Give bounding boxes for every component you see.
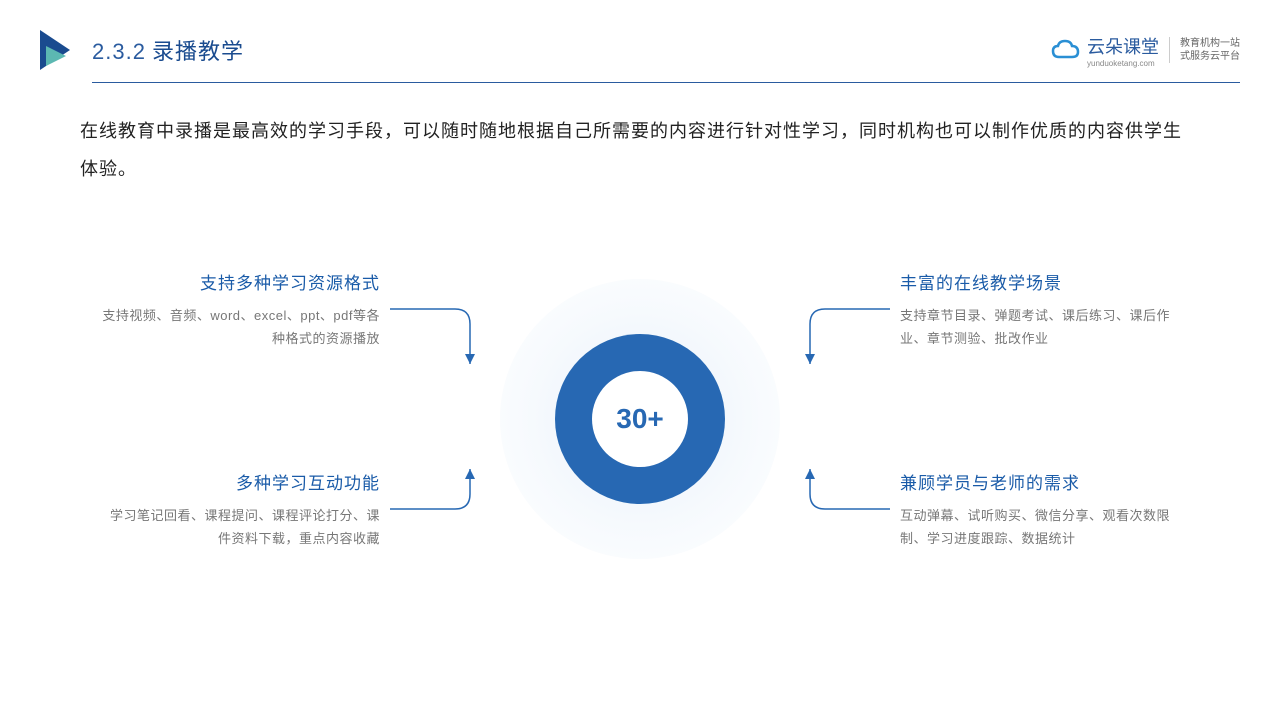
logo-block: 云朵课堂 yunduoketang.com 教育机构一站 式服务云平台 [1051, 33, 1240, 68]
logo-sub: yunduoketang.com [1087, 59, 1159, 68]
feature-top-right: 丰富的在线教学场景 支持章节目录、弹题考试、课后练习、课后作业、章节测验、批改作… [900, 269, 1180, 351]
feature-bottom-right: 兼顾学员与老师的需求 互动弹幕、试听购买、微信分享、观看次数限制、学习进度跟踪、… [900, 469, 1180, 551]
slide-header: 2.3.2录播教学 云朵课堂 yunduoketang.com 教育机构一站 式… [0, 0, 1280, 70]
feature-desc: 支持章节目录、弹题考试、课后练习、课后作业、章节测验、批改作业 [900, 304, 1180, 351]
title-wrap: 2.3.2录播教学 [40, 30, 244, 70]
logo-text: 云朵课堂 [1087, 33, 1159, 59]
logo-divider [1169, 37, 1170, 63]
feature-title: 支持多种学习资源格式 [100, 269, 380, 294]
tagline-l1: 教育机构一站 [1180, 37, 1240, 50]
section-title-text: 录播教学 [152, 39, 244, 64]
feature-desc: 学习笔记回看、课程提问、课程评论打分、课件资料下载，重点内容收藏 [100, 504, 380, 551]
feature-title: 兼顾学员与老师的需求 [900, 469, 1180, 494]
cloud-icon [1051, 39, 1081, 61]
section-title: 2.3.2录播教学 [92, 34, 244, 66]
feature-desc: 互动弹幕、试听购买、微信分享、观看次数限制、学习进度跟踪、数据统计 [900, 504, 1180, 551]
feature-diagram: 30+ 支持多种学习资源格式 支持视频、音频、word、excel、ppt、pd… [0, 209, 1280, 629]
tagline-l2: 式服务云平台 [1180, 50, 1240, 63]
feature-title: 多种学习互动功能 [100, 469, 380, 494]
feature-top-left: 支持多种学习资源格式 支持视频、音频、word、excel、ppt、pdf等各种… [100, 269, 380, 351]
center-circle: 30+ [510, 289, 770, 549]
feature-bottom-left: 多种学习互动功能 学习笔记回看、课程提问、课程评论打分、课件资料下载，重点内容收… [100, 469, 380, 551]
play-icon [40, 30, 76, 70]
center-value: 30+ [592, 371, 688, 467]
feature-title: 丰富的在线教学场景 [900, 269, 1180, 294]
intro-text: 在线教育中录播是最高效的学习手段，可以随时随地根据自己所需要的内容进行针对性学习… [0, 83, 1280, 189]
tagline: 教育机构一站 式服务云平台 [1180, 37, 1240, 63]
cloud-logo: 云朵课堂 yunduoketang.com [1051, 33, 1159, 68]
feature-desc: 支持视频、音频、word、excel、ppt、pdf等各种格式的资源播放 [100, 304, 380, 351]
section-number: 2.3.2 [92, 39, 146, 64]
